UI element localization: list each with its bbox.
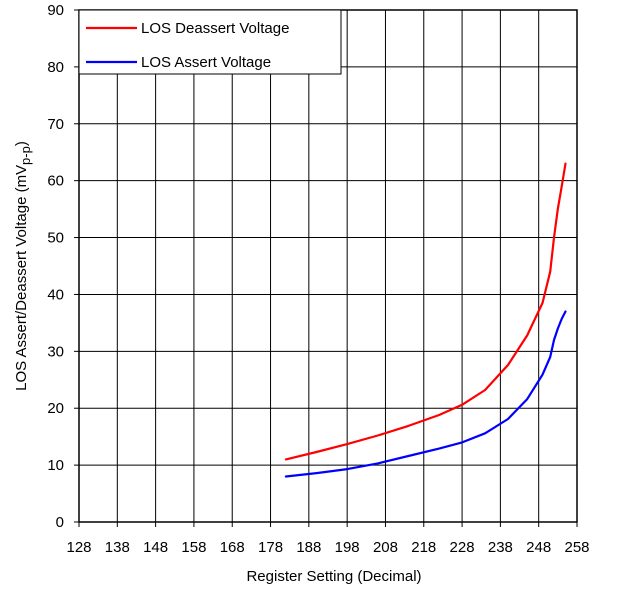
- x-tick-label: 138: [105, 539, 130, 556]
- y-tick-label: 50: [47, 230, 64, 247]
- x-tick-label: 258: [564, 539, 589, 556]
- x-tick-label: 238: [488, 539, 513, 556]
- y-tick-label: 40: [47, 286, 64, 303]
- legend: LOS Deassert Voltage LOS Assert Voltage: [78, 9, 342, 75]
- y-axis-ticks: 0 10 20 30 40 50 60 70 80 90: [47, 2, 79, 531]
- x-tick-label: 168: [220, 539, 245, 556]
- y-axis-title-close: ): [13, 141, 30, 146]
- legend-label: LOS Deassert Voltage: [141, 20, 289, 37]
- series-line-1: [284, 310, 567, 478]
- plot-frame: [78, 9, 578, 523]
- x-axis-ticks: 128 138 148 158 168 178 188 198 208 218 228 238 248 2…: [66, 522, 590, 556]
- y-tick-label: 0: [56, 514, 64, 531]
- y-tick-label: 80: [47, 59, 64, 76]
- y-tick-label: 90: [47, 2, 64, 19]
- x-axis-title: Register Setting (Decimal): [246, 568, 421, 585]
- y-tick-label: 70: [47, 116, 64, 133]
- x-tick-label: 208: [373, 539, 398, 556]
- grid-lines: [79, 10, 577, 522]
- x-tick-label: 158: [181, 539, 206, 556]
- y-tick-label: 60: [47, 173, 64, 190]
- x-tick-label: 248: [526, 539, 551, 556]
- x-tick-label: 148: [143, 539, 168, 556]
- legend-label: LOS Assert Voltage: [141, 54, 271, 71]
- x-tick-label: 198: [335, 539, 360, 556]
- legend-box: [78, 9, 342, 75]
- x-tick-label: 228: [450, 539, 475, 556]
- series-layer: [284, 162, 567, 478]
- x-tick-label: 178: [258, 539, 283, 556]
- y-tick-label: 20: [47, 400, 64, 417]
- y-axis-title-main: LOS Assert/Deassert Voltage (mV: [13, 165, 30, 391]
- y-tick-label: 30: [47, 343, 64, 360]
- x-tick-label: 188: [296, 539, 321, 556]
- y-axis-title-subscript: p-p: [18, 146, 33, 165]
- x-tick-label: 128: [66, 539, 91, 556]
- y-axis-title: LOS Assert/Deassert Voltage (mVp-p): [13, 141, 33, 391]
- y-tick-label: 10: [47, 457, 64, 474]
- series-line-0: [284, 162, 567, 461]
- x-tick-label: 218: [411, 539, 436, 556]
- plot-border: [78, 9, 578, 523]
